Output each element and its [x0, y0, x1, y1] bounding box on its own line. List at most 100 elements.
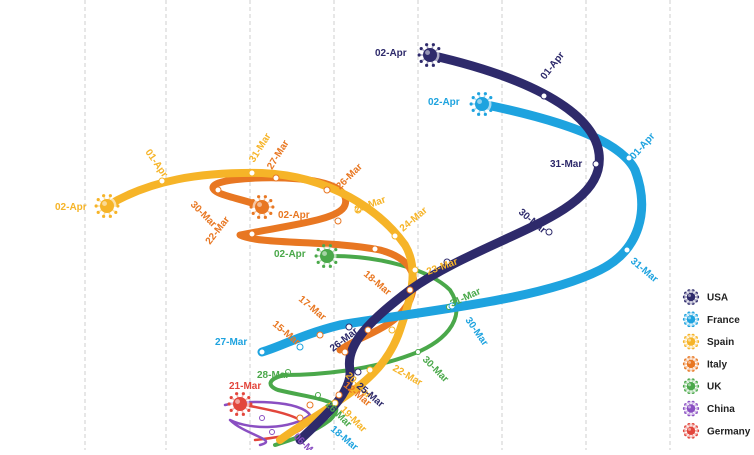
series-line-uk [268, 253, 459, 447]
virus-spike-tip [417, 53, 421, 57]
data-point-usa [345, 323, 353, 331]
series-line-usa [295, 50, 604, 445]
virus-spike-tip [483, 112, 487, 116]
data-point-spain [331, 399, 339, 407]
data-point-france [258, 348, 266, 356]
date-label-spain: 22-Mar [391, 363, 425, 389]
data-point-italy [296, 414, 304, 422]
marker-label-usa: 02-Apr [375, 48, 407, 59]
data-point-italy [272, 174, 280, 182]
virus-spike-tip [419, 59, 423, 63]
virus-spike-tip [491, 102, 495, 106]
virus-spike-tip [257, 195, 261, 199]
virus-spike-tip [489, 96, 493, 100]
data-point-china [259, 415, 265, 421]
virus-spike-tip [336, 254, 340, 258]
virus-spike-tip [314, 254, 318, 258]
virus-spike-tip [425, 43, 429, 47]
virus-spike-tip [334, 260, 338, 264]
virus-spike-tip [419, 47, 423, 51]
virus-shine [235, 399, 240, 404]
virus-marker-spain [94, 194, 120, 218]
data-point-france [296, 343, 304, 351]
virus-spike-tip [102, 214, 106, 218]
date-label-uk: 30-Mar [420, 354, 451, 385]
virus-body [686, 315, 696, 324]
virus-shine [257, 202, 262, 207]
marker-label-france: 02-Apr [428, 97, 460, 108]
data-point-china [269, 429, 275, 435]
virus-spike-tip [114, 198, 118, 202]
data-point-italy [364, 326, 372, 334]
data-point-spain [388, 326, 396, 334]
virus-spike-tip [269, 199, 273, 203]
data-point-italy [406, 286, 414, 294]
data-point-uk [285, 369, 291, 375]
data-point-usa [354, 368, 362, 376]
virus-markers [94, 43, 495, 416]
virus-shine [688, 338, 692, 342]
virus-spike-tip [249, 402, 253, 406]
series-line-china [223, 400, 312, 447]
virus-marker-uk [314, 244, 340, 268]
virus-spike-tip [247, 396, 251, 400]
virus-spike-tip [316, 248, 320, 252]
virus-spike-tip [247, 408, 251, 412]
virus-spike-tip [431, 63, 435, 67]
virus-spike-tip [241, 412, 245, 416]
virus-marker-france [469, 92, 495, 116]
data-point-spain [248, 169, 256, 177]
virus-spike-tip [108, 214, 112, 218]
virus-spike-tip [322, 264, 326, 268]
date-label-italy: 26-Mar [334, 161, 365, 192]
virus-shine [102, 201, 108, 206]
virus-spike-tip [271, 205, 275, 209]
data-point-italy [335, 391, 343, 399]
virus-spike-tip [229, 396, 233, 400]
legend-label-france: France [707, 315, 740, 326]
virus-body [423, 48, 437, 62]
data-point-spain [366, 366, 374, 374]
virus-body [320, 249, 334, 263]
date-label-france: 31-Mar [628, 256, 660, 285]
marker-label-uk: 02-Apr [274, 249, 306, 260]
virus-spike-tip [469, 102, 473, 106]
virus-body [686, 359, 696, 369]
virus-spike-tip [116, 204, 120, 208]
virus-spike-tip [235, 412, 239, 416]
virus-spike-tip [437, 59, 441, 63]
virus-spike-tip [334, 248, 338, 252]
virus-body [686, 426, 696, 435]
series-dots [158, 92, 633, 435]
virus-spike-tip [102, 194, 106, 198]
virus-spike-tip [96, 198, 100, 202]
virus-body [100, 199, 114, 213]
virus-spike-tip [257, 215, 261, 219]
data-point-uk [315, 392, 321, 398]
virus-spike-tip [108, 194, 112, 198]
virus-spike-tip [235, 392, 239, 396]
virus-spike-tip [328, 244, 332, 248]
marker-label-germany: 21-Mar [229, 381, 261, 392]
virus-shine [425, 50, 430, 55]
date-label-spain: 24-Mar [398, 205, 430, 234]
legend-icon-france [682, 311, 700, 328]
virus-body [686, 382, 696, 391]
virus-shine [688, 316, 692, 320]
date-label-italy: 18-Mar [361, 269, 393, 298]
data-point-italy [323, 186, 331, 194]
virus-body [686, 404, 696, 413]
virus-body [255, 200, 269, 214]
data-point-usa [540, 92, 548, 100]
data-point-uk [415, 349, 421, 355]
virus-spike-tip [241, 392, 245, 396]
data-point-usa [545, 228, 553, 236]
legend-icon-germany [682, 423, 700, 439]
legend-label-spain: Spain [707, 337, 734, 348]
virus-spike-tip [114, 210, 118, 214]
virus-spike-tip [96, 210, 100, 214]
data-point-italy [248, 230, 256, 238]
virus-body [475, 97, 489, 111]
data-point-italy [214, 186, 222, 194]
